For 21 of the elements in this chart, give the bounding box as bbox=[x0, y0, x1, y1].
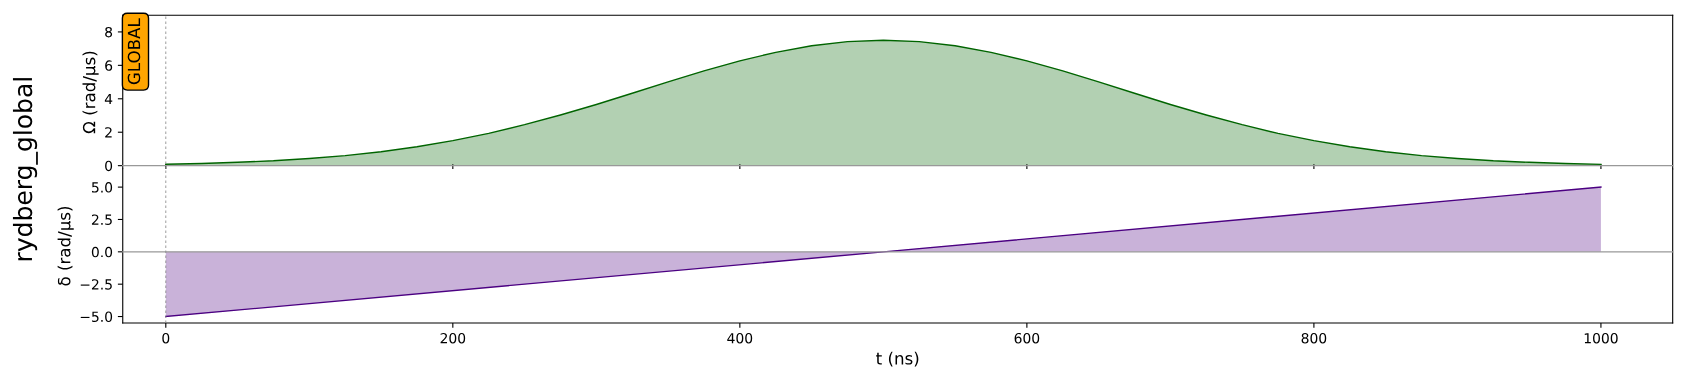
y-tick-label: 8 bbox=[105, 26, 113, 38]
y-axis-title: δ (rad/μs) bbox=[57, 206, 74, 286]
y-tick-label: 0 bbox=[105, 160, 113, 172]
x-tick-label: 800 bbox=[1301, 332, 1327, 344]
text: rydberg_global bbox=[12, 78, 38, 261]
x-tick-label: 400 bbox=[727, 332, 753, 344]
x-tick-label: 600 bbox=[1014, 332, 1040, 344]
y-tick-label: 2 bbox=[105, 127, 112, 138]
y-tick-label: 2.5 bbox=[91, 214, 112, 225]
x-tick-label: 1000 bbox=[1584, 332, 1618, 344]
y-axis-title: Ω (rad/μs) bbox=[82, 51, 99, 134]
y-tick-label: 4 bbox=[104, 93, 113, 105]
y-tick-label: 5.0 bbox=[92, 182, 113, 193]
y-tick-label: −5.0 bbox=[80, 311, 113, 322]
y-tick-label: 6 bbox=[105, 60, 113, 71]
annotation: GLOBAL bbox=[127, 18, 141, 85]
y-tick-label: 0.0 bbox=[91, 246, 113, 258]
x-tick-label: 200 bbox=[440, 332, 466, 344]
y-tick-label: −2.5 bbox=[80, 279, 112, 290]
x-axis-title: t (ns) bbox=[876, 351, 919, 367]
x-tick-label: 0 bbox=[162, 332, 170, 344]
